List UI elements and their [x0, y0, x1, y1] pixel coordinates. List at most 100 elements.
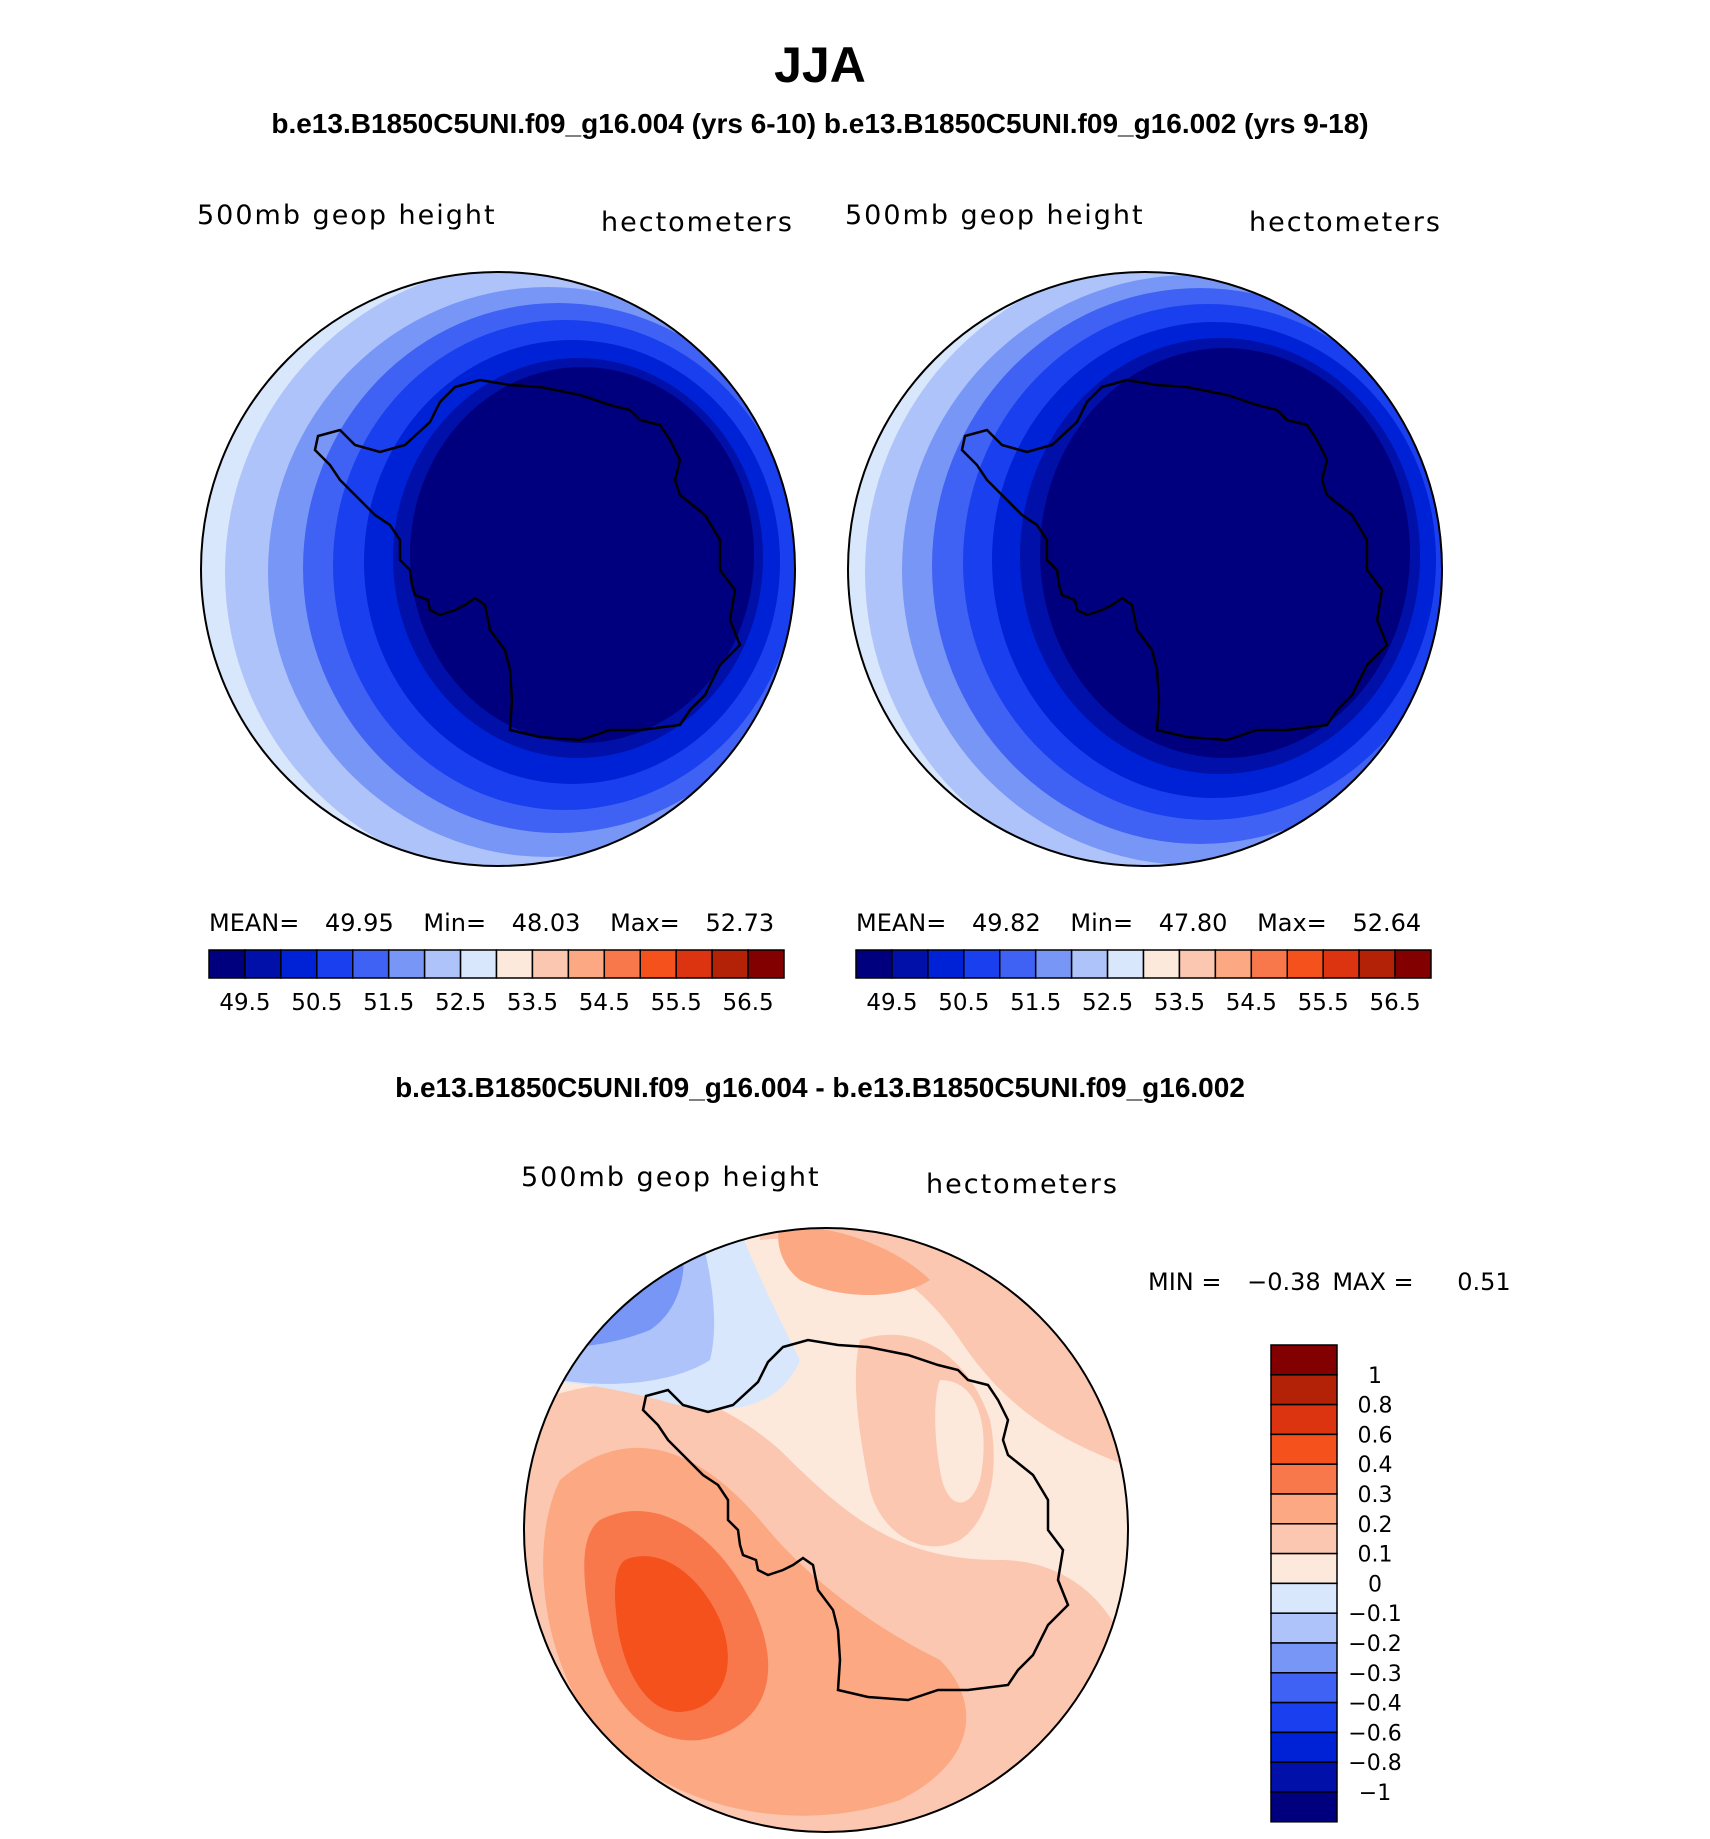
- panel2-mean-label: MEAN=: [856, 909, 946, 937]
- panel1-colorbar-tick-label: 55.5: [651, 990, 702, 1016]
- panel1-colorbar-swatch-10: [568, 950, 604, 978]
- panel2-colorbar-tick-label: 52.5: [1082, 990, 1133, 1016]
- diff-colorbar-swatch-13: [1271, 1732, 1337, 1762]
- panel1-stats: MEAN= 49.95 Min= 48.03 Max= 52.73: [209, 909, 774, 937]
- panel1-colorbar-swatch-12: [640, 950, 676, 978]
- panel1-colorbar-swatch-4: [353, 950, 389, 978]
- panel1-colorbar-tick-label: 56.5: [722, 990, 773, 1016]
- diff-colorbar-swatch-14: [1271, 1762, 1337, 1792]
- diff-minmax: MIN = −0.38 MAX = 0.51: [1148, 1268, 1511, 1296]
- diff-colorbar-swatch-4: [1271, 1464, 1337, 1494]
- diff-max-label: MAX =: [1332, 1268, 1413, 1296]
- panel2-map: [840, 257, 1495, 887]
- panel2-min-value: 47.80: [1159, 909, 1228, 937]
- diff-colorbar-swatch-0: [1271, 1345, 1337, 1375]
- panel2-colorbar-tick-label: 56.5: [1369, 990, 1420, 1016]
- diff-max-value: 0.51: [1457, 1268, 1510, 1296]
- panel1-colorbar-tick-label: 54.5: [579, 990, 630, 1016]
- panel2-colorbar-tick-label: 54.5: [1226, 990, 1277, 1016]
- panel1-colorbar-swatch-9: [532, 950, 568, 978]
- panel2-colorbar-swatch-13: [1323, 950, 1359, 978]
- diff-colorbar-swatch-9: [1271, 1613, 1337, 1643]
- panel2-max-value: 52.64: [1352, 909, 1421, 937]
- panel1-colorbar-tick-label: 50.5: [291, 990, 342, 1016]
- diff-colorbar-tick-label: −1: [1359, 1781, 1391, 1806]
- diff-colorbar-tick-label: 0.2: [1358, 1513, 1393, 1538]
- diff-variable-label: 500mb geop height: [521, 1162, 821, 1193]
- diff-min-value: −0.38: [1247, 1268, 1321, 1296]
- diff-colorbar-tick-label: 0: [1368, 1572, 1382, 1597]
- panel2-colorbar-swatch-0: [856, 950, 892, 978]
- panel1-colorbar-tick-label: 51.5: [363, 990, 414, 1016]
- panel1-colorbar-tick-label: 53.5: [507, 990, 558, 1016]
- panel1-colorbar-tick-label: 52.5: [435, 990, 486, 1016]
- diff-title: b.e13.B1850C5UNI.f09_g16.004 - b.e13.B18…: [0, 1072, 1640, 1104]
- diff-colorbar-tick-label: 0.8: [1358, 1394, 1393, 1419]
- panel2-colorbar-swatch-12: [1287, 950, 1323, 978]
- panel2-max-label: Max=: [1257, 909, 1327, 937]
- panel1-max-value: 52.73: [705, 909, 774, 937]
- panel2-stats: MEAN= 49.82 Min= 47.80 Max= 52.64: [856, 909, 1421, 937]
- panel1-max-label: Max=: [610, 909, 680, 937]
- panel1-colorbar-swatch-11: [604, 950, 640, 978]
- panel1-mean-label: MEAN=: [209, 909, 299, 937]
- diff-colorbar-swatch-5: [1271, 1494, 1337, 1524]
- diff-colorbar: 1 0.8 0.6 0.4 0.3 0.2 0.1 0 −0.1 −0.2 −0.3 −0.4 −0.6…: [1271, 1345, 1402, 1822]
- panel1-min-value: 48.03: [512, 909, 581, 937]
- panel1-colorbar-swatch-13: [676, 950, 712, 978]
- panel2-colorbar-swatch-5: [1036, 950, 1072, 978]
- panel1-colorbar-swatch-14: [712, 950, 748, 978]
- panel1-colorbar-tick-label: 49.5: [219, 990, 270, 1016]
- panel2-colorbar-swatch-2: [928, 950, 964, 978]
- diff-colorbar-swatch-8: [1271, 1583, 1337, 1613]
- panel1-map: [190, 260, 845, 882]
- panel2-min-label: Min=: [1070, 909, 1133, 937]
- diff-colorbar-tick-label: 0.6: [1358, 1423, 1393, 1448]
- panel2-colorbar-tick-label: 51.5: [1010, 990, 1061, 1016]
- panel1-colorbar-swatch-5: [389, 950, 425, 978]
- panel2-colorbar-swatch-6: [1072, 950, 1108, 978]
- panel2-colorbar-tick-label: 53.5: [1154, 990, 1205, 1016]
- diff-colorbar-tick-label: −0.2: [1348, 1632, 1401, 1657]
- diff-colorbar-tick-label: 0.4: [1358, 1453, 1393, 1478]
- diff-colorbar-swatch-15: [1271, 1792, 1337, 1822]
- panel1-colorbar-swatch-1: [245, 950, 281, 978]
- diff-colorbar-swatch-11: [1271, 1673, 1337, 1703]
- diff-colorbar-tick-label: 0.1: [1358, 1543, 1393, 1568]
- panel2-colorbar-swatch-7: [1108, 950, 1144, 978]
- diff-colorbar-swatch-10: [1271, 1643, 1337, 1673]
- panel1-colorbar-swatch-15: [748, 950, 784, 978]
- diff-colorbar-swatch-3: [1271, 1434, 1337, 1464]
- panel1-colorbar-swatch-8: [497, 950, 533, 978]
- panel1-colorbar-swatch-7: [461, 950, 497, 978]
- panel2-colorbar-swatch-1: [892, 950, 928, 978]
- panel1-colorbar: 49.5 50.5 51.5 52.5 53.5 54.5 55.5 56.5: [209, 950, 784, 1016]
- panel1-colorbar-swatch-2: [281, 950, 317, 978]
- diff-colorbar-tick-label: −0.4: [1348, 1692, 1401, 1717]
- panel2-colorbar: 49.5 50.5 51.5 52.5 53.5 54.5 55.5 56.5: [856, 950, 1431, 1016]
- diff-min-label: MIN =: [1148, 1268, 1221, 1296]
- diff-colorbar-tick-label: −0.1: [1348, 1602, 1401, 1627]
- panel2-colorbar-swatch-4: [1000, 950, 1036, 978]
- diff-units-label: hectometers: [926, 1169, 1119, 1200]
- diff-colorbar-swatch-2: [1271, 1405, 1337, 1435]
- panel1-colorbar-swatch-3: [317, 950, 353, 978]
- diff-colorbar-swatch-12: [1271, 1703, 1337, 1733]
- diff-colorbar-swatch-1: [1271, 1375, 1337, 1405]
- panel1-colorbar-swatch-6: [425, 950, 461, 978]
- diff-colorbar-tick-label: −0.8: [1348, 1751, 1401, 1776]
- diff-colorbar-tick-label: −0.6: [1348, 1721, 1401, 1746]
- diff-colorbar-tick-label: 0.3: [1358, 1483, 1393, 1508]
- panel1-min-label: Min=: [423, 909, 486, 937]
- panel2-colorbar-tick-label: 50.5: [938, 990, 989, 1016]
- diff-colorbar-tick-label: 1: [1368, 1364, 1382, 1389]
- panel2-colorbar-swatch-9: [1179, 950, 1215, 978]
- diff-map: [500, 1220, 1150, 1839]
- diff-colorbar-tick-label: −0.3: [1348, 1662, 1401, 1687]
- diff-colorbar-swatch-6: [1271, 1524, 1337, 1554]
- panel2-colorbar-tick-label: 49.5: [866, 990, 917, 1016]
- panel1-mean-value: 49.95: [325, 909, 394, 937]
- diff-colorbar-swatch-7: [1271, 1554, 1337, 1584]
- panel2-colorbar-swatch-15: [1395, 950, 1431, 978]
- panel2-colorbar-swatch-14: [1359, 950, 1395, 978]
